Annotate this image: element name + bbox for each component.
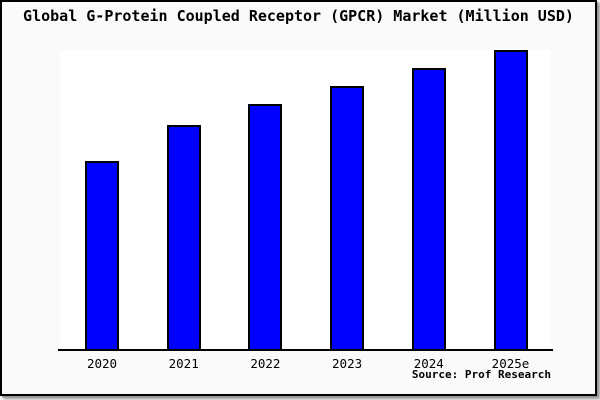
x-axis-labels: 2020 2021 2022 2023 2024 2025e	[2, 356, 595, 374]
x-tick-label-2023: 2023	[332, 356, 363, 371]
bar-2020	[85, 161, 119, 351]
bar-2024	[411, 68, 446, 351]
bar-2022	[248, 104, 283, 351]
x-tick-label-2022: 2022	[250, 356, 281, 371]
x-tick-label-2021: 2021	[168, 356, 199, 371]
x-tick-label-2024: 2024	[413, 356, 444, 371]
x-tick-label-2020: 2020	[86, 356, 118, 371]
x-tick-label-2025e: 2025e	[491, 356, 530, 371]
bar-2025e	[493, 50, 528, 351]
chart-title: Global G-Protein Coupled Receptor (GPCR)…	[23, 7, 574, 25]
source-note: Source: Prof Research	[411, 368, 551, 381]
bar-2021	[166, 125, 201, 351]
bar-2023	[330, 86, 365, 351]
plot-area	[60, 50, 551, 351]
x-axis-line	[58, 349, 553, 351]
